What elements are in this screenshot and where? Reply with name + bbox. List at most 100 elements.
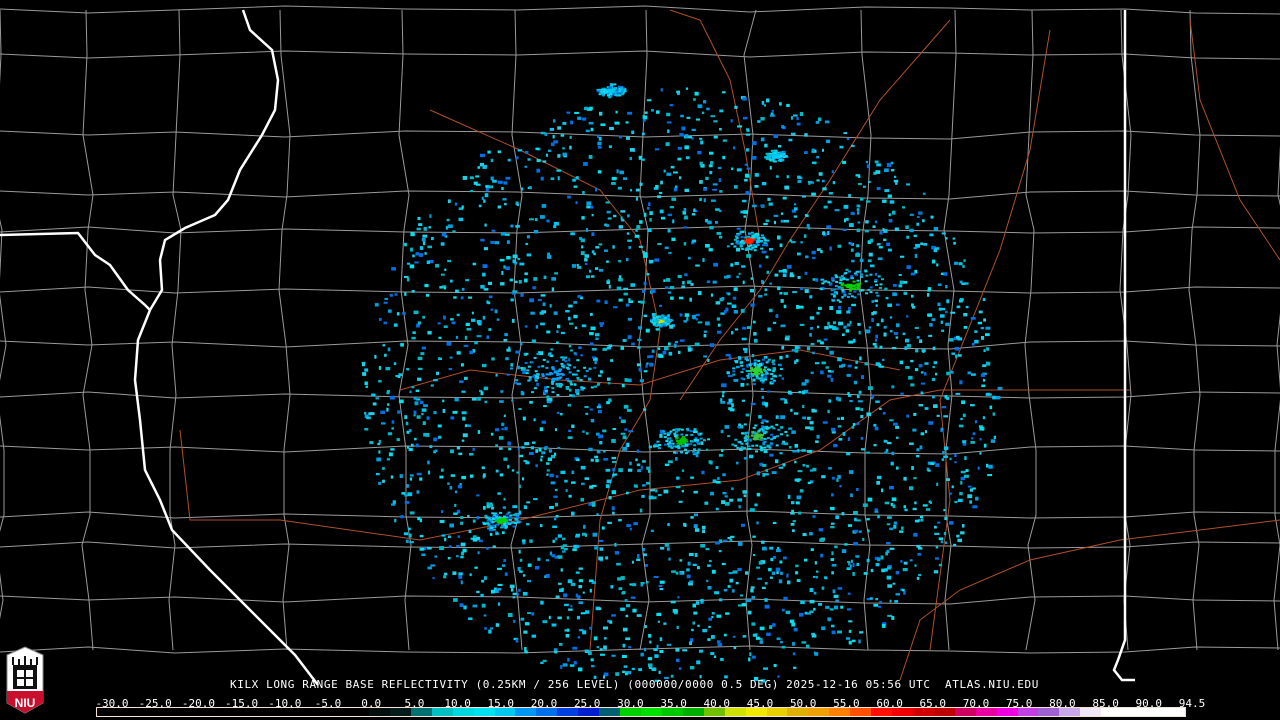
radar-return xyxy=(806,223,810,228)
radar-return xyxy=(458,575,463,579)
radar-return xyxy=(506,256,511,260)
radar-return xyxy=(891,385,895,389)
radar-return xyxy=(785,610,791,615)
radar-return xyxy=(581,482,585,485)
radar-return xyxy=(756,240,760,243)
radar-return xyxy=(469,453,474,456)
radar-return xyxy=(750,367,754,370)
radar-return xyxy=(982,364,987,368)
radar-return xyxy=(779,154,783,157)
radar-return xyxy=(535,464,538,468)
radar-return xyxy=(782,273,787,277)
radar-return xyxy=(553,119,556,123)
radar-return xyxy=(588,651,592,656)
radar-return xyxy=(656,612,662,616)
radar-return xyxy=(918,364,923,368)
radar-return xyxy=(580,612,586,615)
radar-return xyxy=(611,456,617,460)
radar-return xyxy=(798,478,802,481)
radar-return xyxy=(679,133,684,137)
radar-return xyxy=(497,567,502,570)
radar-return xyxy=(534,565,540,570)
radar-return xyxy=(435,263,439,268)
radar-return xyxy=(670,674,674,678)
radar-return xyxy=(846,137,850,140)
radar-return xyxy=(760,434,764,436)
radar-return xyxy=(738,232,742,235)
radar-return xyxy=(809,610,814,613)
radar-return xyxy=(661,315,665,318)
colorbar-label: 45.0 xyxy=(746,697,774,710)
radar-return xyxy=(769,453,774,457)
radar-return xyxy=(928,500,932,504)
radar-return xyxy=(426,260,430,264)
radar-return xyxy=(855,407,860,411)
radar-return xyxy=(496,521,500,523)
radar-return xyxy=(668,441,672,444)
radar-return xyxy=(751,235,755,238)
radar-return xyxy=(916,576,920,580)
radar-return xyxy=(429,445,433,449)
radar-return xyxy=(593,636,598,641)
radar-return xyxy=(536,352,540,355)
radar-return xyxy=(778,466,784,469)
radar-return xyxy=(782,153,786,156)
radar-return xyxy=(659,580,665,584)
radar-return xyxy=(464,335,467,340)
radar-return xyxy=(872,225,876,228)
radar-return xyxy=(447,224,453,228)
radar-return xyxy=(847,560,850,563)
radar-return xyxy=(722,91,726,94)
radar-return xyxy=(762,368,766,371)
radar-return xyxy=(833,294,836,298)
radar-return xyxy=(660,546,665,550)
radar-return xyxy=(710,115,715,118)
radar-return xyxy=(971,342,975,346)
radar-return xyxy=(506,373,510,376)
radar-return xyxy=(585,370,589,373)
radar-return xyxy=(875,304,878,307)
radar-return xyxy=(644,625,647,629)
radar-return xyxy=(480,153,485,158)
radar-return xyxy=(791,209,797,213)
radar-return xyxy=(940,272,946,275)
radar-return xyxy=(523,630,528,634)
radar-return xyxy=(836,299,840,302)
radar-return xyxy=(640,300,645,304)
radar-return xyxy=(522,370,526,375)
radar-return xyxy=(540,455,543,458)
radar-return xyxy=(731,331,734,335)
radar-return xyxy=(612,511,615,515)
radar-return xyxy=(731,167,734,171)
radar-return xyxy=(422,315,425,319)
radar-return xyxy=(953,241,956,245)
radar-return xyxy=(726,245,730,248)
radar-return xyxy=(663,321,667,324)
radar-return xyxy=(623,177,628,180)
radar-return xyxy=(760,377,764,379)
radar-return xyxy=(878,605,882,608)
radar-return xyxy=(797,252,801,256)
radar-return xyxy=(620,216,623,220)
radar-return xyxy=(742,347,748,351)
radar-return xyxy=(565,634,570,638)
radar-return xyxy=(577,295,582,298)
radar-return xyxy=(521,187,523,191)
radar-return xyxy=(744,248,748,251)
radar-return xyxy=(667,229,671,233)
radar-return xyxy=(530,311,535,315)
colorbar-label: 35.0 xyxy=(660,697,687,710)
radar-return xyxy=(848,194,851,197)
radar-return xyxy=(653,444,656,448)
radar-return xyxy=(397,375,401,378)
radar-return xyxy=(452,410,458,414)
radar-return xyxy=(780,299,784,303)
radar-return xyxy=(733,379,739,382)
radar-return xyxy=(758,295,763,298)
radar-return xyxy=(746,238,749,241)
radar-return xyxy=(703,198,706,203)
radar-return xyxy=(684,438,688,441)
radar-return xyxy=(462,416,466,421)
radar-return xyxy=(738,356,741,360)
svg-text:NIU: NIU xyxy=(15,696,36,710)
